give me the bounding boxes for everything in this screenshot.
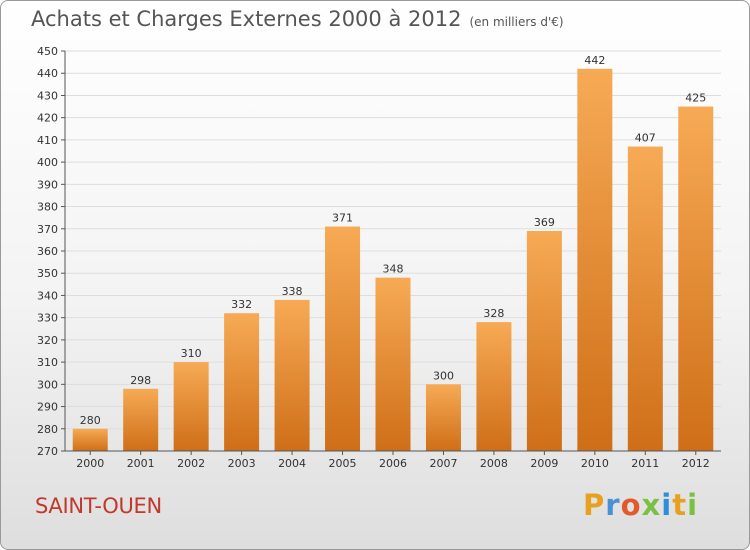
logo-letter: x <box>641 488 662 522</box>
bar-value-label: 328 <box>483 307 504 320</box>
bar <box>577 68 613 452</box>
y-tick-label: 440 <box>37 67 58 80</box>
y-tick-label: 380 <box>37 201 58 214</box>
y-tick-label: 340 <box>37 289 58 302</box>
bar-value-label: 348 <box>383 263 404 276</box>
bar <box>476 322 512 451</box>
bar <box>526 231 562 451</box>
bar-value-label: 338 <box>282 285 303 298</box>
x-tick-label: 2002 <box>177 457 205 470</box>
logo-letter: t <box>672 488 688 522</box>
bar <box>123 388 159 451</box>
bar-value-label: 407 <box>635 132 656 145</box>
x-tick-label: 2003 <box>228 457 256 470</box>
bar <box>627 146 663 452</box>
bar <box>325 226 361 451</box>
bar <box>72 428 108 451</box>
bars <box>72 68 714 452</box>
y-tick-label: 310 <box>37 356 58 369</box>
bar-value-label: 442 <box>584 54 605 67</box>
bar-value-label: 280 <box>80 414 101 427</box>
logo-letter: o <box>620 488 642 522</box>
y-tick-label: 330 <box>37 312 58 325</box>
x-tick-label: 2008 <box>480 457 508 470</box>
y-tick-label: 450 <box>37 45 58 58</box>
bar-value-label: 425 <box>685 92 706 105</box>
bar <box>274 299 310 451</box>
y-tick-label: 290 <box>37 401 58 414</box>
bar-value-label: 369 <box>534 216 555 229</box>
x-tick-label: 2004 <box>278 457 306 470</box>
x-tick-label: 2001 <box>127 457 155 470</box>
bar-value-label: 332 <box>231 298 252 311</box>
y-tick-label: 410 <box>37 134 58 147</box>
x-tick-label: 2011 <box>631 457 659 470</box>
y-tick-label: 390 <box>37 178 58 191</box>
y-tick-label: 300 <box>37 378 58 391</box>
y-tick-label: 420 <box>37 112 58 125</box>
proxiti-logo[interactable]: Proxiti <box>583 488 698 522</box>
x-tick-label: 2005 <box>329 457 357 470</box>
y-tick-label: 350 <box>37 267 58 280</box>
chart-title-text: Achats et Charges Externes 2000 à 2012 <box>31 7 462 31</box>
chart-unit: (en milliers d'€) <box>469 15 564 29</box>
bar-value-labels: 280 298 310 332 338 371 348 300 328 369 442 407 425 <box>80 54 707 427</box>
bar <box>173 362 209 451</box>
y-tick-label: 280 <box>37 423 58 436</box>
bar <box>375 277 411 451</box>
y-tick-label: 370 <box>37 223 58 236</box>
y-tick-label: 430 <box>37 89 58 102</box>
y-tick-label: 270 <box>37 445 58 458</box>
bar-value-label: 310 <box>181 347 202 360</box>
bar <box>224 313 260 451</box>
bar-value-label: 300 <box>433 369 454 382</box>
city-name: SAINT-OUEN <box>35 494 162 518</box>
x-tick-label: 2000 <box>76 457 104 470</box>
logo-letter: i <box>687 488 699 522</box>
bar-value-label: 371 <box>332 212 353 225</box>
x-tick-label: 2009 <box>530 457 558 470</box>
logo-letter: P <box>583 488 606 522</box>
logo-letter: i <box>661 488 673 522</box>
x-tick-label: 2010 <box>581 457 609 470</box>
logo-letter: r <box>605 488 621 522</box>
x-axis-ticks: 2000 2001 2002 2003 2004 2005 2006 2007 2008 2009… <box>76 451 710 470</box>
axes <box>64 51 721 452</box>
bar-value-label: 298 <box>130 374 151 387</box>
y-tick-label: 400 <box>37 156 58 169</box>
bar <box>425 384 461 451</box>
y-tick-label: 360 <box>37 245 58 258</box>
x-tick-label: 2006 <box>379 457 407 470</box>
x-tick-label: 2012 <box>682 457 710 470</box>
y-tick-label: 320 <box>37 334 58 347</box>
bar <box>678 106 714 452</box>
chart-title: Achats et Charges Externes 2000 à 2012 (e… <box>31 7 564 31</box>
x-tick-label: 2007 <box>429 457 457 470</box>
y-axis-ticks: 270 280 290 300 310 320 330 340 350 360 370 380 390 4… <box>37 45 65 458</box>
